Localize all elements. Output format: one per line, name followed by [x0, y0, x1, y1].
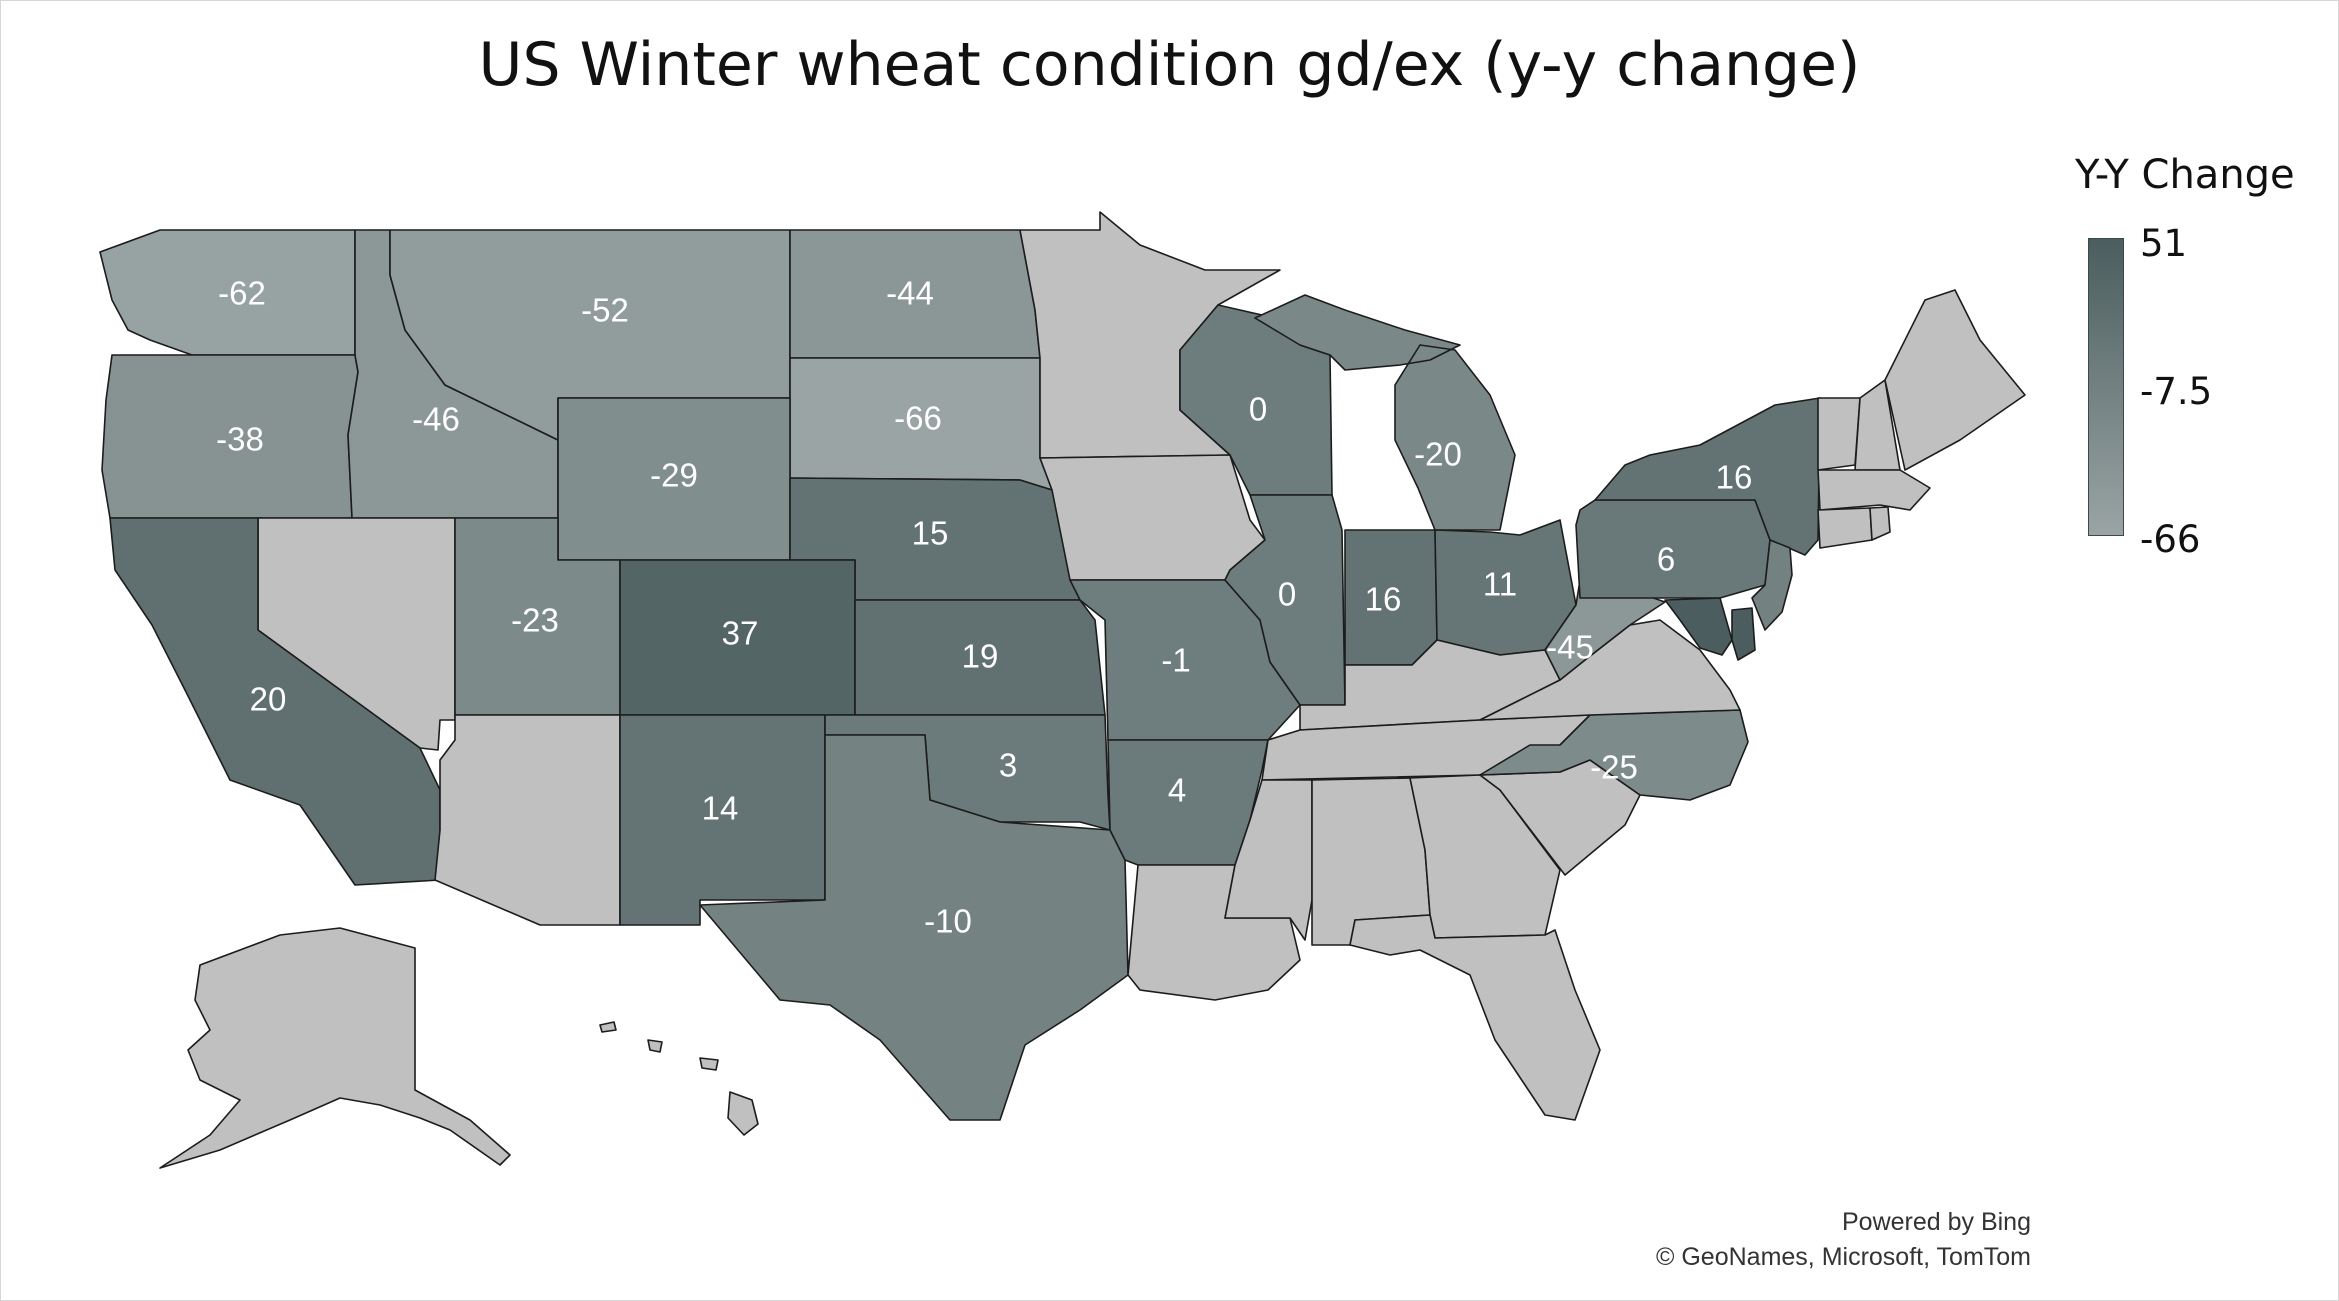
state-VT[interactable]: [1817, 397, 1861, 471]
state-NC[interactable]: [1479, 709, 1749, 801]
state-CA[interactable]: [109, 517, 441, 886]
value-label-NM: 14: [702, 790, 739, 827]
value-label-IL: 0: [1278, 576, 1296, 613]
state-KS[interactable]: [854, 599, 1106, 716]
value-label-NY: 16: [1716, 459, 1753, 496]
legend-tick-mid: -7.5: [2140, 370, 2213, 413]
value-label-IN: 16: [1365, 581, 1402, 618]
state-IA[interactable]: [1039, 454, 1266, 581]
state-AZ[interactable]: [434, 714, 621, 926]
value-label-PA: 6: [1657, 541, 1675, 578]
state-TX[interactable]: [699, 734, 1129, 1121]
state-FL[interactable]: [1349, 914, 1601, 1121]
value-label-NE: 15: [912, 515, 949, 552]
state-AK[interactable]: [159, 927, 511, 1169]
state-WI[interactable]: [1179, 304, 1333, 496]
state-HI[interactable]: [599, 1021, 759, 1136]
value-label-MI: -20: [1414, 436, 1462, 473]
credits-powered-by: Powered by Bing: [1841, 1208, 2031, 1236]
value-label-NC: -25: [1590, 749, 1638, 786]
map-title: US Winter wheat condition gd/ex (y-y cha…: [478, 30, 1861, 100]
value-label-OR: -38: [216, 421, 264, 458]
state-MI[interactable]: [1254, 294, 1516, 531]
value-label-ND: -44: [886, 275, 934, 312]
state-ME[interactable]: [1884, 289, 2026, 471]
value-label-TX: -10: [924, 903, 972, 940]
state-DE[interactable]: [1731, 607, 1756, 661]
value-label-KS: 19: [962, 638, 999, 675]
value-label-AR: 4: [1168, 772, 1186, 809]
value-label-SD: -66: [894, 400, 942, 437]
value-label-UT: -23: [511, 602, 559, 639]
value-label-OK: 3: [999, 747, 1017, 784]
value-label-WY: -29: [650, 457, 698, 494]
value-label-WI: 0: [1249, 391, 1267, 428]
state-MD[interactable]: [1664, 597, 1733, 656]
legend-tick-max: 51: [2140, 222, 2188, 265]
state-WV[interactable]: [1544, 579, 1666, 681]
state-IL[interactable]: [1224, 494, 1346, 706]
value-label-CO: 37: [722, 615, 759, 652]
value-label-MO: -1: [1161, 642, 1190, 679]
value-label-OH: 11: [1483, 566, 1517, 603]
state-CT[interactable]: [1817, 507, 1873, 549]
legend-color-scale: [2088, 238, 2124, 536]
value-label-MT: -52: [581, 292, 629, 329]
credits-attribution: © GeoNames, Microsoft, TomTom: [1656, 1243, 2031, 1271]
value-label-WA: -62: [218, 275, 266, 312]
value-label-WV: -45: [1546, 629, 1594, 666]
legend-title: Y-Y Change: [2075, 152, 2295, 198]
value-label-ID: -46: [412, 401, 460, 438]
legend-tick-min: -66: [2140, 518, 2201, 561]
state-NJ[interactable]: [1751, 539, 1793, 631]
state-VA[interactable]: [1479, 619, 1741, 721]
value-label-CA: 20: [250, 681, 287, 718]
state-RI[interactable]: [1869, 506, 1891, 541]
state-MA[interactable]: [1817, 469, 1931, 511]
